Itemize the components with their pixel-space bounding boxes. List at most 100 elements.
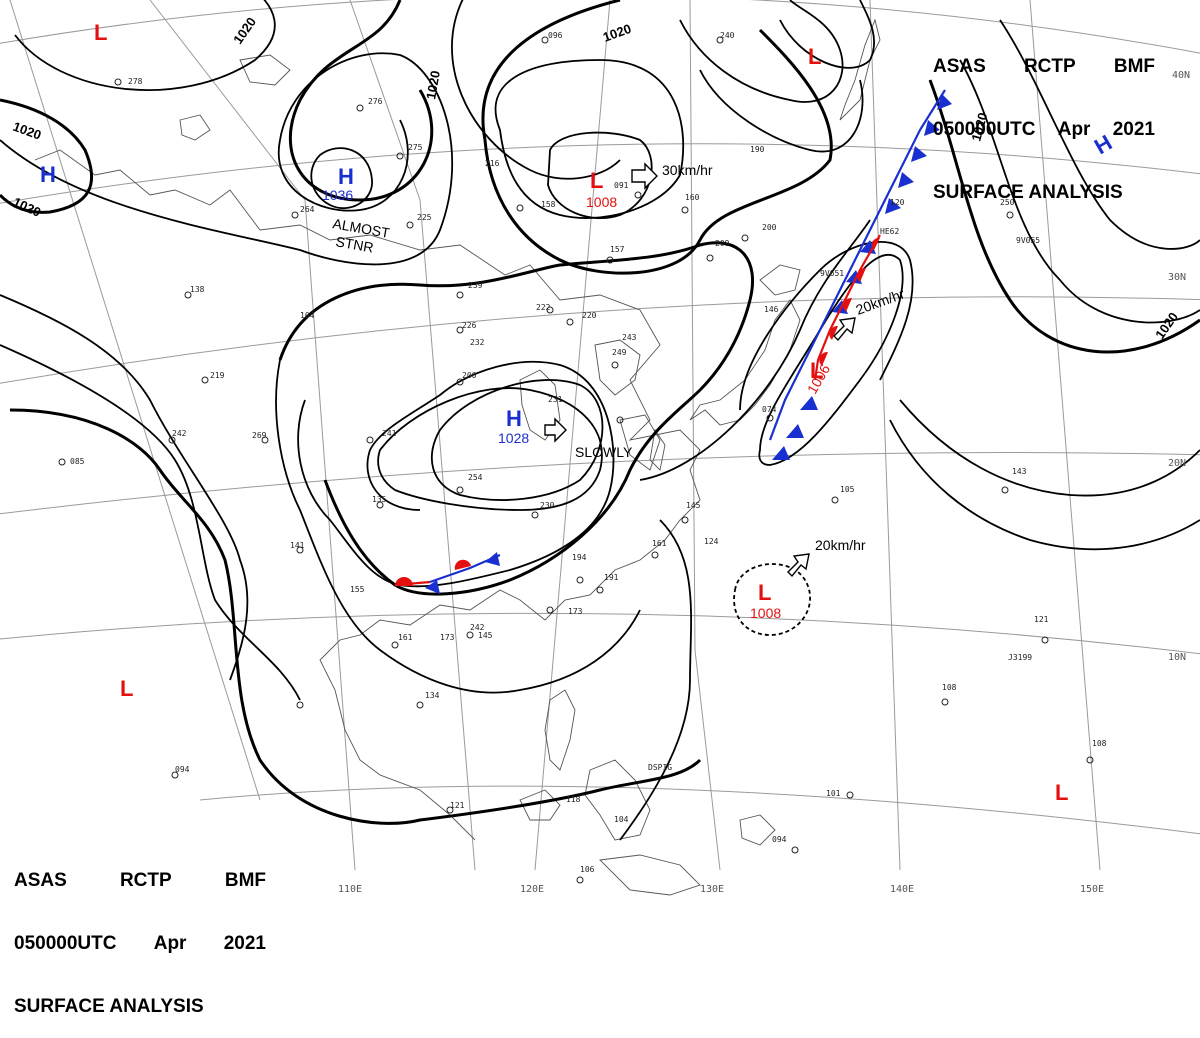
low-center-pressure: 1008 (586, 194, 617, 210)
station-value: 243 (622, 333, 637, 342)
high-center-symbol: H (40, 162, 56, 187)
lat-label: 30N (1168, 272, 1186, 283)
station-value: 275 (408, 143, 423, 152)
isobar-line (928, 79, 1200, 354)
isobar-line (899, 399, 1200, 497)
header-center: RCTP (1023, 56, 1076, 77)
station-value: 120 (890, 198, 905, 207)
low-center-pressure: 1008 (750, 605, 781, 621)
station-value: 160 (685, 193, 700, 202)
header-year: 2021 (223, 933, 266, 954)
station-value: 124 (704, 537, 719, 546)
station-value: 232 (470, 338, 485, 347)
isobar-line (451, 0, 621, 180)
station-value: 242 (172, 429, 187, 438)
station-value: 173 (440, 633, 455, 642)
warm-front-northeast (813, 234, 881, 381)
station-value: 226 (462, 321, 477, 330)
low-center-symbol: L (590, 168, 603, 193)
station-value: 242 (470, 623, 485, 632)
station-value: 091 (614, 181, 629, 190)
station-value: 105 (840, 485, 855, 494)
station-value: 9V651 (820, 269, 844, 278)
station-value: 121 (450, 801, 465, 810)
isobar-line (297, 361, 615, 588)
lat-label: 10N (1168, 652, 1186, 663)
isobar-line (999, 19, 1200, 250)
system-note: STNR (334, 233, 374, 255)
isobar-line (14, 0, 276, 91)
isobar-line (0, 52, 454, 266)
isobar-label: 1020 (423, 69, 443, 100)
station-value: 155 (350, 585, 365, 594)
lat-label: 40N (1172, 70, 1190, 81)
isobar-line (288, 0, 434, 202)
station-value: 249 (612, 348, 627, 357)
isobar-line (889, 419, 1200, 551)
header-month: Apr (1057, 119, 1091, 140)
header-title: SURFACE ANALYSIS (14, 996, 204, 1017)
low-center-symbol: L (810, 358, 823, 383)
station-value: 138 (190, 285, 205, 294)
low-center-symbol: L (120, 676, 133, 701)
isobar-line (0, 294, 249, 681)
station-value: 134 (425, 691, 440, 700)
station-value: 241 (382, 429, 397, 438)
chart-header-bottom-left: ASAS RCTP BMF 050000UTC Apr 2021 SURFACE ANA… (14, 828, 266, 1038)
station-value: 216 (485, 159, 500, 168)
isobar-line (278, 241, 755, 596)
lon-label: 150E (1080, 884, 1104, 895)
high-center-pressure: 1036 (322, 187, 353, 203)
motion-speed: 20km/hr (815, 537, 866, 553)
low-center-symbol: L (94, 20, 107, 45)
station-value: 209 (715, 239, 730, 248)
station-value: 220 (582, 311, 597, 320)
isobar-line (679, 0, 844, 103)
station-value: 094 (772, 835, 787, 844)
station-value: 194 (572, 553, 587, 562)
isobar-line (481, 0, 833, 275)
station-value: 9V055 (1016, 236, 1040, 245)
lon-label: 110E (338, 884, 362, 895)
station-value: 141 (290, 541, 305, 550)
station-value: 240 (720, 31, 735, 40)
cold-front-northeast (768, 89, 952, 460)
header-title: SURFACE ANALYSIS (933, 182, 1123, 203)
weather-chart-map: 278 276 275 225 239 226 232 200 231 241 254 230 194 1… (0, 0, 1200, 896)
station-value: DSPIG (648, 763, 672, 772)
header-region: ASAS (14, 870, 67, 891)
station-value: 190 (750, 145, 765, 154)
station-value: 085 (70, 457, 85, 466)
isobar-line (959, 59, 1200, 324)
station-value: 161 (398, 633, 413, 642)
low-center-symbol: L (758, 580, 771, 605)
graticule-labels: 40N 30N 20N 10N 110E 120E 130E 140E 150E (338, 70, 1190, 895)
station-value: 143 (1012, 467, 1027, 476)
station-value: 118 (566, 795, 581, 804)
isobar-line (377, 387, 603, 511)
header-time: 050000UTC (14, 933, 117, 954)
station-value: 108 (1092, 739, 1107, 748)
header-region: ASAS (933, 56, 986, 77)
station-value: 145 (686, 501, 701, 510)
station-value: J3199 (1008, 653, 1032, 662)
station-value: 146 (764, 305, 779, 314)
motion-arrow (787, 553, 810, 578)
isobar-line (275, 359, 641, 694)
isobar-line (9, 408, 702, 825)
station-value: 222 (536, 303, 551, 312)
graticule (0, 0, 1200, 871)
isobar-line (639, 219, 871, 481)
station-value: 121 (1034, 615, 1049, 624)
station-value: 094 (175, 765, 190, 774)
high-center-symbol: H (506, 406, 522, 431)
isobar-line (779, 0, 875, 69)
motion-arrow (631, 162, 658, 190)
low-center-symbol: L (808, 44, 821, 69)
station-value: 157 (610, 245, 625, 254)
lon-label: 120E (520, 884, 544, 895)
isobar-line (699, 69, 864, 153)
station-value: 230 (540, 501, 555, 510)
high-center-symbol: H (338, 164, 354, 189)
station-value: 200 (762, 223, 777, 232)
